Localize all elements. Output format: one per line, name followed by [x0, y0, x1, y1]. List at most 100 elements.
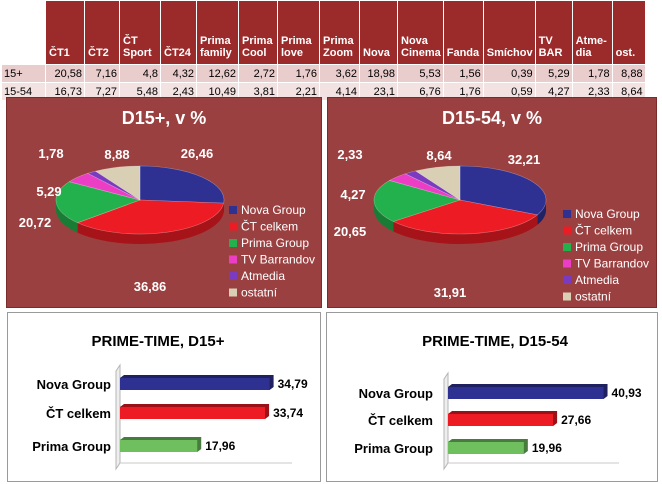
- row-label: 15+: [1, 64, 46, 83]
- pie-value-label-2: 20,65: [334, 224, 367, 239]
- bar-chart-title: PRIME-TIME, D15+: [92, 333, 225, 350]
- table-cell: 16,73: [45, 82, 85, 101]
- pie-slice-1: [392, 199, 539, 235]
- legend-swatch-0: [563, 210, 571, 218]
- legend-label-1: ČT celkem: [575, 223, 632, 238]
- table-cell: 2,33: [571, 82, 613, 101]
- pie-value-label-0: 32,21: [508, 152, 541, 167]
- table-cell: 0,59: [482, 82, 536, 101]
- legend-swatch-4: [229, 272, 237, 280]
- legend-label-2: Prima Group: [241, 236, 309, 250]
- pie-title: D15+, v %: [122, 108, 207, 128]
- table-cell: 18,98: [359, 64, 398, 83]
- pie-slice-4: [404, 170, 461, 201]
- legend-swatch-3: [229, 255, 237, 264]
- table-cell: 5,29: [534, 64, 573, 83]
- pie-slice-0: [139, 165, 225, 204]
- bar-axis-wall: [443, 371, 449, 471]
- bar-category-label-2: Prima Group: [32, 439, 111, 454]
- table-cell: 4,32: [160, 64, 197, 83]
- legend-label-2: Prima Group: [575, 240, 643, 254]
- pie-side-1: [77, 203, 224, 245]
- pie-side-0: [537, 200, 546, 225]
- legend-swatch-3: [563, 259, 571, 268]
- table-cell: 1,78: [571, 64, 613, 83]
- legend-label-4: Atmedia: [241, 269, 285, 283]
- legend-label-1: ČT celkem: [241, 219, 298, 234]
- table-row: 15-54 16,73 7,27 5,48 2,43 10,49 3,81 2,…: [1, 82, 646, 101]
- header-cell: TV BAR: [534, 0, 573, 65]
- bar-1: [448, 414, 554, 426]
- pie-side-2: [374, 200, 394, 232]
- header-cell: [1, 0, 46, 65]
- bar-value-label-2: 19,96: [532, 441, 562, 455]
- legend-swatch-2: [229, 239, 237, 247]
- table-cell: 1,56: [442, 64, 484, 83]
- header-cell: Prima family: [196, 0, 239, 65]
- table-cell: 0,39: [482, 64, 536, 83]
- bar-value-label-0: 40,93: [612, 386, 642, 400]
- legend-swatch-1: [563, 226, 571, 235]
- legend-swatch-1: [229, 222, 237, 231]
- header-cell: Fanda: [442, 0, 484, 65]
- header-cell: ČT Sport: [119, 0, 161, 65]
- pie-slice-2: [373, 180, 462, 222]
- bar-axis-wall: [115, 363, 121, 471]
- header-cell: Nova Cinema: [397, 0, 444, 65]
- pie-slice-3: [68, 173, 141, 201]
- header-cell: Prima Zoom: [319, 0, 360, 65]
- pie-chart-d15plus: D15+, v % 26,46 36,86 20,72 5,29 1,78 8,88 Nova…: [19, 108, 315, 300]
- header-cell: Prima love: [277, 0, 320, 65]
- table-cell: 8,88: [611, 64, 646, 83]
- bar-0: [120, 378, 270, 390]
- legend-label-5: ostatní: [575, 290, 612, 304]
- table-cell: 7,27: [84, 82, 120, 101]
- header-cell: ČT2: [84, 0, 120, 65]
- pie-slice-3: [388, 173, 461, 201]
- pie-slice-1: [76, 199, 225, 235]
- header-cell: ČT24: [160, 0, 197, 65]
- bar-chart-d15plus: PRIME-TIME, D15+ Nova Group 34,79 ČT celkem…: [32, 333, 308, 471]
- pie-chart-d15-54: D15-54, v % 32,21 31,91 20,65 4,27 2,33 8,64 No…: [334, 108, 649, 304]
- header-cell: Smíchov: [482, 0, 536, 65]
- table-cell: 5,53: [397, 64, 444, 83]
- bar-panel-d15plus: PRIME-TIME, D15+ Nova Group 34,79 ČT celkem…: [7, 312, 321, 482]
- bar-category-label-1: ČT celkem: [368, 413, 433, 428]
- pie-value-label-4: 2,33: [337, 147, 362, 162]
- table-cell: 12,62: [196, 64, 239, 83]
- table-cell: 4,27: [534, 82, 573, 101]
- bar-2: [448, 442, 524, 454]
- header-cell: ČT1: [45, 0, 85, 65]
- table-cell: 7,16: [84, 64, 120, 83]
- bar-panel-d15-54: PRIME-TIME, D15-54 Nova Group 40,93 ČT celk…: [326, 312, 658, 482]
- legend-swatch-4: [563, 276, 571, 284]
- legend-label-0: Nova Group: [575, 207, 640, 221]
- pie-value-label-5: 8,64: [426, 148, 452, 163]
- pie-value-label-1: 36,86: [134, 279, 167, 294]
- pie-slice-4: [87, 170, 141, 201]
- bar-value-label-1: 33,74: [273, 406, 303, 420]
- bar-1: [120, 407, 266, 419]
- bar-category-label-2: Prima Group: [354, 441, 433, 456]
- pie-slice-5: [414, 165, 461, 201]
- legend-label-0: Nova Group: [241, 203, 306, 217]
- row-label: 15-54: [1, 82, 46, 101]
- bar-category-label-0: Nova Group: [359, 386, 433, 401]
- legend-swatch-0: [229, 206, 237, 214]
- bar-chart-d15-54: PRIME-TIME, D15-54 Nova Group 40,93 ČT celk…: [354, 333, 642, 471]
- header-cell: ost.: [611, 0, 646, 65]
- legend-label-4: Atmedia: [575, 273, 619, 287]
- table-cell: 20,58: [45, 64, 85, 83]
- pie-value-label-0: 26,46: [181, 146, 214, 161]
- bar-category-label-0: Nova Group: [37, 377, 111, 392]
- bar-value-label-2: 17,96: [205, 439, 235, 453]
- pie-value-label-1: 31,91: [434, 285, 467, 300]
- table-cell: 3,81: [238, 82, 278, 101]
- pie-side-2: [56, 200, 78, 233]
- pie-panel-d15plus: D15+, v % 26,46 36,86 20,72 5,29 1,78 8,88 Nova…: [6, 97, 322, 308]
- table-cell: 8,64: [611, 82, 646, 101]
- table-cell: 1,76: [277, 64, 320, 83]
- pie-value-label-3: 4,27: [340, 187, 365, 202]
- legend-swatch-2: [563, 243, 571, 251]
- legend-swatch-5: [229, 288, 237, 297]
